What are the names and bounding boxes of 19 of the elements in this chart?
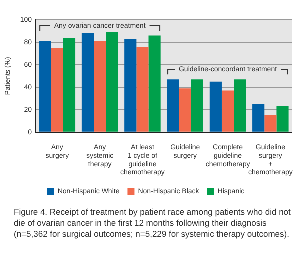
bar bbox=[63, 38, 76, 132]
bar bbox=[222, 90, 234, 132]
bar bbox=[82, 33, 94, 132]
bar bbox=[252, 104, 265, 132]
bar bbox=[179, 88, 192, 132]
caption: Figure 4. Receipt of treatment by patient race among patients who did not die of ovarian cancer in the first 12 months following their diagnosis (n=5,362 for surgical outcomes; n=5,229 for systemic therapy outcomes). bbox=[14, 207, 292, 240]
bar bbox=[148, 36, 161, 132]
bar bbox=[51, 48, 64, 132]
bar bbox=[124, 39, 137, 132]
bar bbox=[276, 106, 289, 132]
bar bbox=[234, 80, 246, 132]
bar bbox=[264, 116, 277, 132]
bar bbox=[191, 80, 204, 132]
bar bbox=[94, 41, 106, 132]
bar bbox=[106, 32, 118, 132]
bar bbox=[39, 41, 52, 132]
bar bbox=[136, 46, 149, 132]
bar bbox=[210, 82, 222, 132]
bar bbox=[167, 80, 180, 132]
